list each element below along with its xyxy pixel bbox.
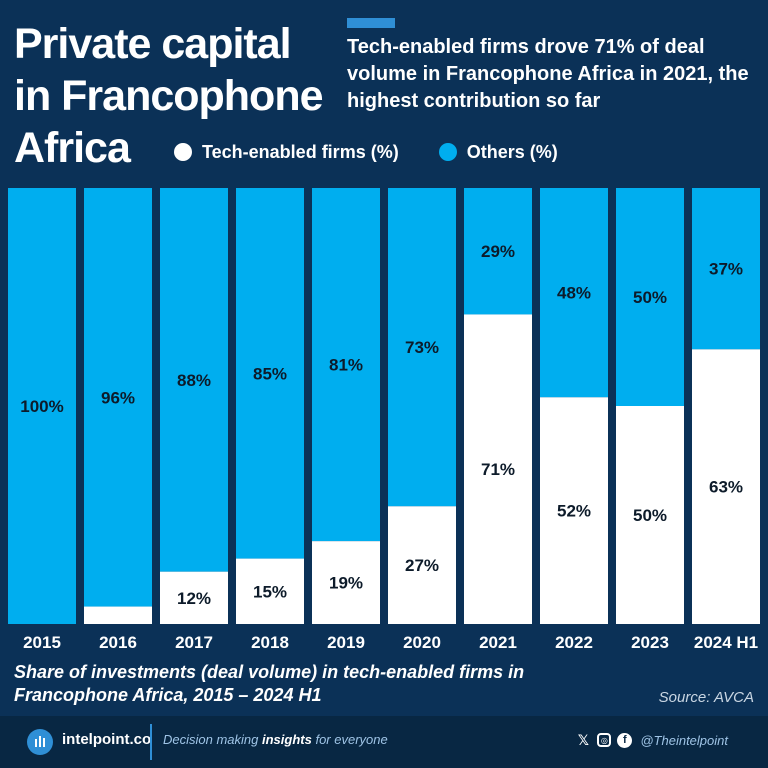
bar-tech-2017 bbox=[160, 571, 228, 624]
label-others-2018: 85% bbox=[253, 364, 287, 383]
bar-tech-2016 bbox=[84, 606, 152, 624]
bar-tech-2024-H1 bbox=[692, 349, 760, 624]
legend-label-tech: Tech-enabled firms (%) bbox=[202, 141, 399, 162]
x-tick-2019: 2019 bbox=[327, 633, 365, 652]
label-tech-2017: 12% bbox=[177, 589, 211, 608]
bar-others-2022 bbox=[540, 188, 608, 398]
social-links: 𝕏 ◎ f @Theintelpoint bbox=[575, 732, 728, 748]
label-others-2022: 48% bbox=[557, 284, 591, 303]
tagline-bold: insights bbox=[262, 732, 312, 747]
bar-tech-2018 bbox=[236, 558, 304, 624]
instagram-icon[interactable]: ◎ bbox=[597, 733, 612, 747]
bar-others-2015 bbox=[8, 188, 76, 624]
label-others-2020: 73% bbox=[405, 338, 439, 357]
bar-tech-2023 bbox=[616, 406, 684, 624]
label-others-2019: 81% bbox=[329, 356, 363, 375]
x-tick-2022: 2022 bbox=[555, 633, 593, 652]
page-title: Private capital in Francophone Africa bbox=[14, 20, 324, 172]
brand-name[interactable]: intelpoint.co bbox=[62, 731, 152, 748]
footer-bar: intelpoint.co Decision making insights f… bbox=[0, 716, 768, 768]
label-others-2015: 100% bbox=[20, 397, 63, 416]
bar-others-2017 bbox=[160, 188, 228, 572]
x-tick-2018: 2018 bbox=[251, 633, 289, 652]
footer-divider bbox=[150, 724, 152, 760]
bar-others-2016 bbox=[84, 188, 152, 607]
chart-subtitle: Tech-enabled firms drove 71% of deal vol… bbox=[347, 36, 749, 112]
source-note: Source: AVCA bbox=[658, 689, 754, 706]
accent-bar bbox=[347, 18, 395, 28]
social-handle[interactable]: @Theintelpoint bbox=[640, 732, 728, 748]
x-tick-2016: 2016 bbox=[99, 633, 137, 652]
label-tech-2020: 27% bbox=[405, 556, 439, 575]
label-tech-2022: 52% bbox=[557, 502, 591, 521]
label-others-2024-H1: 37% bbox=[709, 260, 743, 279]
legend-item-tech: Tech-enabled firms (%) bbox=[174, 142, 399, 163]
label-tech-2024-H1: 63% bbox=[709, 478, 743, 497]
bar-tech-2021 bbox=[464, 314, 532, 624]
tagline: Decision making insights for everyone bbox=[163, 732, 388, 747]
x-tick-2015: 2015 bbox=[23, 633, 61, 652]
label-others-2021: 29% bbox=[481, 242, 515, 261]
label-others-2017: 88% bbox=[177, 371, 211, 390]
x-tick-2020: 2020 bbox=[403, 633, 441, 652]
x-twitter-icon[interactable]: 𝕏 bbox=[577, 731, 589, 748]
bar-tech-2022 bbox=[540, 397, 608, 624]
legend-dot-others-icon bbox=[438, 143, 457, 161]
bar-others-2018 bbox=[236, 188, 304, 559]
chart-caption: Share of investments (deal volume) in te… bbox=[14, 662, 525, 705]
bar-others-2020 bbox=[388, 188, 456, 507]
label-tech-2019: 19% bbox=[329, 574, 363, 593]
x-tick-2023: 2023 bbox=[631, 633, 669, 652]
legend-item-others: Others (%) bbox=[438, 141, 558, 163]
bar-others-2021 bbox=[464, 188, 532, 315]
label-others-2016: 96% bbox=[101, 388, 135, 407]
x-tick-2024-H1: 2024 H1 bbox=[694, 633, 758, 652]
label-others-2023: 50% bbox=[633, 288, 667, 307]
label-tech-2023: 50% bbox=[633, 506, 667, 525]
bar-others-2019 bbox=[312, 188, 380, 542]
bar-others-2024-H1 bbox=[692, 188, 760, 350]
stacked-bar-chart: 100% 2015 96% 2016 88% 12% 2017 85% 15% 2018 81% 19… bbox=[8, 188, 760, 652]
bar-tech-2019 bbox=[312, 541, 380, 624]
chart-legend: Tech-enabled firms (%) Others (%) bbox=[174, 140, 558, 164]
label-tech-2018: 15% bbox=[253, 582, 287, 601]
bar-others-2023 bbox=[616, 188, 684, 406]
facebook-icon[interactable]: f bbox=[617, 732, 633, 748]
legend-label-others: Others (%) bbox=[466, 141, 558, 162]
x-tick-2021: 2021 bbox=[479, 633, 517, 652]
x-tick-2017: 2017 bbox=[175, 633, 213, 652]
bar-tech-2020 bbox=[388, 506, 456, 624]
tagline-part-2: for everyone bbox=[311, 732, 388, 747]
legend-dot-tech-icon bbox=[174, 143, 192, 161]
label-tech-2021: 71% bbox=[481, 460, 515, 479]
tagline-part-1: Decision making bbox=[163, 732, 262, 747]
intelpoint-logo-icon bbox=[27, 729, 53, 755]
